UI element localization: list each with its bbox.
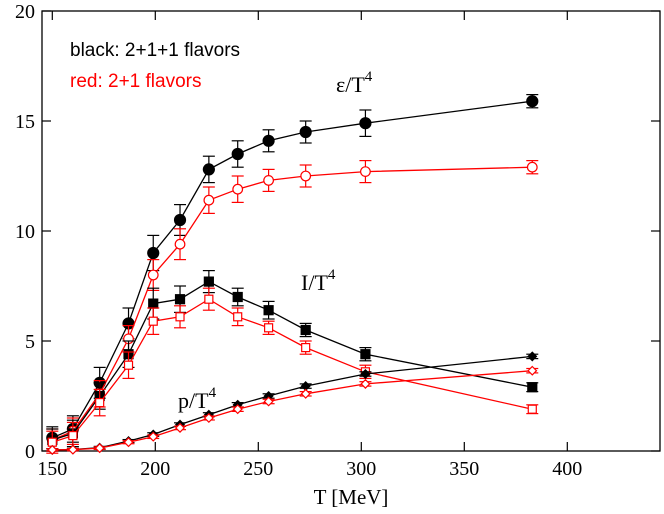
annotation-energy-density-base: ε/T <box>336 72 365 97</box>
series-2-point-7 <box>232 291 243 303</box>
annotations: ε/T4 I/T4 p/T4 <box>178 69 373 413</box>
y-tick-label-2: 10 <box>15 221 35 243</box>
legend-line-2: red: 2+1 flavors <box>70 71 202 92</box>
series-0 <box>46 93 539 450</box>
series-5-point-5 <box>174 422 186 433</box>
series-3-point-4 <box>148 316 158 326</box>
axis-ticks: 150 200 250 300 350 400 0 5 10 15 20 <box>15 1 660 480</box>
series-1-point-6 <box>203 194 215 206</box>
x-tick-label-5: 400 <box>552 458 582 480</box>
series-3-point-9 <box>301 343 311 353</box>
series-0-point-11 <box>526 95 539 108</box>
series-2-point-5 <box>174 294 186 305</box>
series-0-point-4 <box>147 246 160 260</box>
x-tick-label-0: 150 <box>37 458 67 480</box>
series-3 <box>46 287 539 454</box>
series-2-point-4 <box>148 298 159 309</box>
series-2-point-10 <box>360 349 371 360</box>
series-0-point-5 <box>173 213 187 227</box>
series-3-line <box>52 298 533 443</box>
series-1-point-11 <box>526 161 538 173</box>
annotation-energy-density-sup: 4 <box>365 69 373 85</box>
legend-line-1: black: 2+1+1 flavors <box>70 40 240 61</box>
series-5-point-7 <box>232 404 243 415</box>
series-5-line <box>52 370 533 451</box>
annotation-energy-density: ε/T4 <box>336 69 373 97</box>
series-3-point-7 <box>233 312 243 322</box>
series-0-point-6 <box>202 163 215 176</box>
y-tick-label-1: 5 <box>25 331 35 353</box>
series-1-point-5 <box>174 238 186 250</box>
series-3-point-11 <box>527 404 537 414</box>
series-5-point-9 <box>300 388 311 399</box>
series-5-point-2 <box>94 443 105 454</box>
annotation-interaction-measure: I/T4 <box>301 267 336 295</box>
y-tick-label-3: 15 <box>15 111 35 133</box>
x-tick-label-4: 350 <box>449 458 479 480</box>
series-5-point-0 <box>47 444 58 455</box>
series-3-point-3 <box>123 360 134 370</box>
series-5 <box>46 365 539 455</box>
y-tick-label-4: 20 <box>15 1 35 23</box>
series-0-point-8 <box>262 134 275 147</box>
annotation-pressure-sup: 4 <box>209 385 217 401</box>
x-tick-label-3: 300 <box>346 458 376 480</box>
series-1-point-7 <box>232 183 244 195</box>
series-1-point-10 <box>360 166 371 178</box>
series-3-point-1 <box>68 431 78 441</box>
series-5-point-11 <box>527 365 538 376</box>
series-layer <box>46 93 539 455</box>
x-tick-label-2: 250 <box>243 458 273 480</box>
y-tick-label-0: 0 <box>25 441 35 463</box>
annotation-pressure: p/T4 <box>178 385 217 413</box>
series-3-point-5 <box>175 312 185 322</box>
series-4-point-10 <box>360 368 371 380</box>
series-4-point-11 <box>527 351 538 362</box>
series-1-point-4 <box>147 269 159 281</box>
series-0-point-9 <box>299 125 312 139</box>
series-3-point-8 <box>264 323 274 333</box>
series-1 <box>46 160 539 452</box>
annotation-interaction-measure-sup: 4 <box>328 267 336 283</box>
series-1-point-8 <box>263 174 275 186</box>
series-0-point-10 <box>359 117 372 130</box>
series-5-point-6 <box>203 412 214 424</box>
series-0-line <box>52 100 533 439</box>
series-0-point-7 <box>231 147 244 161</box>
legend: black: 2+1+1 flavors red: 2+1 flavors <box>70 40 240 92</box>
series-2-point-11 <box>527 382 538 393</box>
series-3-point-2 <box>95 398 105 408</box>
series-2-point-9 <box>300 324 311 336</box>
series-5-point-1 <box>67 444 78 455</box>
series-2 <box>46 270 539 452</box>
x-tick-label-1: 200 <box>140 458 170 480</box>
series-5-point-8 <box>263 396 274 407</box>
series-5-point-3 <box>123 437 134 448</box>
series-5-point-4 <box>148 431 159 442</box>
series-1-line <box>52 166 533 441</box>
series-1-point-9 <box>300 170 312 182</box>
series-5-point-10 <box>360 378 371 389</box>
series-2-point-8 <box>263 305 274 316</box>
annotation-pressure-base: p/T <box>178 388 209 413</box>
series-3-point-6 <box>204 294 214 304</box>
series-2-point-6 <box>203 276 214 287</box>
annotation-interaction-measure-base: I/T <box>301 270 328 295</box>
x-axis-title: T [MeV] <box>314 485 389 509</box>
